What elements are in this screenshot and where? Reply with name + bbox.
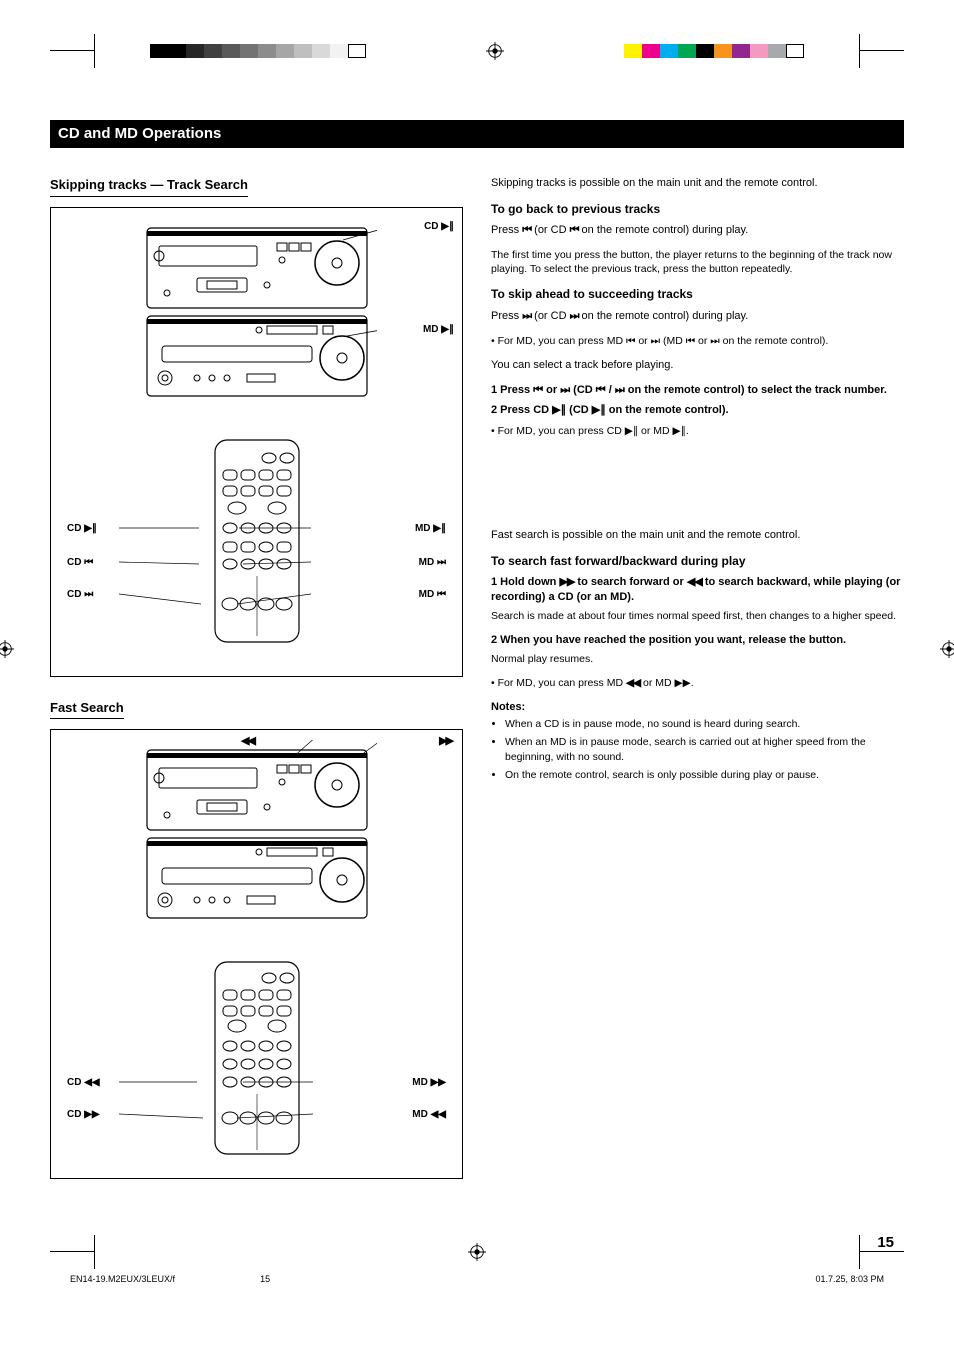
forward-icon xyxy=(439,734,452,749)
color-bar xyxy=(624,44,804,58)
note-item: On the remote control, search is only po… xyxy=(505,768,904,782)
top-crop-row xyxy=(50,40,904,62)
cd-rew-label: CD ◀◀ xyxy=(67,1076,100,1090)
md-next-remote-label: MD ⏭ xyxy=(419,556,446,570)
fwd-label xyxy=(439,734,452,749)
go-back-body: Press ⏮ (or CD ⏮ on the remote control) … xyxy=(491,223,904,238)
remote-control-icon xyxy=(207,958,307,1158)
fast-intro: Fast search is possible on the main unit… xyxy=(491,528,904,543)
fast-search-heading: Fast Search xyxy=(50,699,124,720)
stereo-unit-icon xyxy=(137,740,377,930)
cd-play-label: CD ▶∥ xyxy=(424,220,454,234)
grayscale-bar xyxy=(150,44,366,58)
skip-ahead-heading: To skip ahead to succeeding tracks xyxy=(491,286,904,302)
fast-step-2-note: Normal play resumes. xyxy=(491,652,904,666)
stereo-unit-icon xyxy=(137,218,377,408)
footer-timestamp: 01.7.25, 8:03 PM xyxy=(815,1273,884,1285)
note-item: When a CD is in pause mode, no sound is … xyxy=(505,717,904,731)
rew-label xyxy=(241,734,254,749)
registration-mark-icon xyxy=(468,1243,486,1261)
go-back-heading: To go back to previous tracks xyxy=(491,201,904,217)
select-track-text: You can select a track before playing. xyxy=(491,358,904,373)
note-item: When an MD is in pause mode, search is c… xyxy=(505,735,904,763)
skip-ahead-body: Press ⏭ (or CD ⏭ on the remote control) … xyxy=(491,309,904,324)
crop-mark xyxy=(860,40,904,62)
go-back-note: The first time you press the button, the… xyxy=(491,248,904,276)
notes-label: Notes: xyxy=(491,700,904,715)
section-title: CD and MD Operations xyxy=(50,120,904,148)
cd-prev-remote-label: CD ⏮ xyxy=(67,556,93,570)
footer-filename: EN14-19.M2EUX/3LEUX/f 15 xyxy=(70,1273,270,1285)
cd-fwd-label: CD ▶▶ xyxy=(67,1108,100,1122)
step-1: 1 Press ⏮ or ⏭ (CD ⏮ / ⏭ on the remote c… xyxy=(491,383,904,398)
remote-control-icon xyxy=(207,436,307,646)
fast-step-1-note: Search is made at about four times norma… xyxy=(491,609,904,623)
md-fwd-label: MD ▶▶ xyxy=(412,1076,446,1090)
md-note-1: • For MD, you can press MD ⏮ or ⏭ (MD ⏮ … xyxy=(491,334,904,348)
md-prev-remote-label: MD ⏮ xyxy=(419,588,446,602)
notes-list: When a CD is in pause mode, no sound is … xyxy=(505,717,904,782)
crop-mark xyxy=(860,1241,904,1263)
track-search-heading: Skipping tracks — Track Search xyxy=(50,176,248,197)
fast-heading: To search fast forward/backward during p… xyxy=(491,553,904,569)
fast-step-2: 2 When you have reached the position you… xyxy=(491,633,904,648)
fast-step-1: 1 Hold down ▶▶ to search forward or ◀◀ t… xyxy=(491,575,904,605)
intro-text: Skipping tracks is possible on the main … xyxy=(491,176,904,191)
crop-mark xyxy=(50,1241,94,1263)
bottom-crop-row xyxy=(50,1241,904,1263)
cd-next-remote-label: CD ⏭ xyxy=(67,588,93,602)
step-2: 2 Press CD ▶∥ (CD ▶∥ on the remote contr… xyxy=(491,403,904,418)
md-rew-label: MD ◀◀ xyxy=(412,1108,446,1122)
md-note-3: • For MD, you can press MD ◀◀ or MD ▶▶. xyxy=(491,676,904,690)
registration-mark-icon xyxy=(486,42,504,60)
registration-mark-icon xyxy=(940,640,954,658)
md-play-remote-label: MD ▶∥ xyxy=(415,522,446,536)
figure-fast-search: CD ◀◀ CD ▶▶ MD ▶▶ MD ◀◀ xyxy=(50,729,463,1179)
crop-mark xyxy=(50,40,94,62)
figure-track-search: CD ▶∥ MD ▶∥ xyxy=(50,207,463,677)
md-note-2: • For MD, you can press CD ▶∥ or MD ▶∥. xyxy=(491,424,904,438)
md-play-label: MD ▶∥ xyxy=(423,323,454,337)
registration-mark-icon xyxy=(0,640,14,658)
rewind-icon xyxy=(241,734,254,749)
cd-play-remote-label: CD ▶∥ xyxy=(67,522,97,536)
